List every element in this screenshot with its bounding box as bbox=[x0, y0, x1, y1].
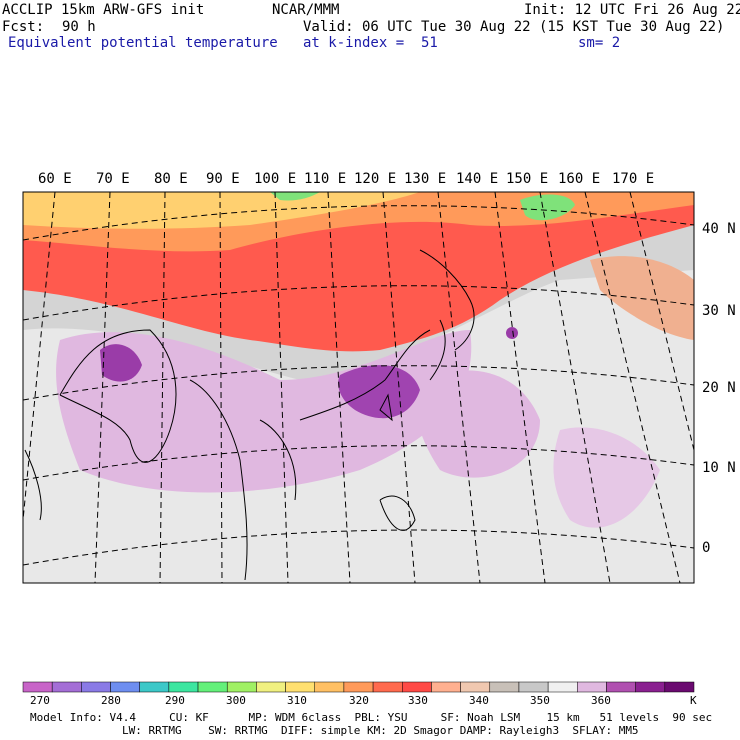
colorbar-swatch bbox=[518, 681, 549, 693]
lon-label: 90 E bbox=[206, 171, 240, 187]
purple-core-pacific bbox=[506, 327, 518, 339]
colorbar-swatch bbox=[372, 681, 403, 693]
colorbar-swatch bbox=[197, 681, 228, 693]
colorbar-tick: 300 bbox=[226, 694, 246, 707]
colorbar-swatch bbox=[139, 681, 170, 693]
colorbar-swatch bbox=[577, 681, 607, 693]
colorbar-swatch bbox=[110, 681, 140, 693]
model-title: ACCLIP 15km ARW-GFS init bbox=[2, 2, 205, 18]
colorbar-tick: 360 bbox=[591, 694, 611, 707]
colorbar-tick: 350 bbox=[530, 694, 550, 707]
lat-label: 0 bbox=[702, 540, 711, 556]
lon-label: 100 E bbox=[254, 171, 297, 187]
colorbar-swatch bbox=[606, 681, 636, 693]
colorbar-tick: 310 bbox=[287, 694, 307, 707]
mid-band bbox=[23, 192, 420, 229]
lon-label: 120 E bbox=[354, 171, 397, 187]
lat-label: 30 N bbox=[702, 303, 736, 319]
colorbar-tick: 330 bbox=[408, 694, 428, 707]
purple-core-china bbox=[338, 365, 420, 419]
green-patch-west bbox=[270, 192, 320, 201]
colorbar-swatch bbox=[547, 681, 578, 693]
lon-label: 70 E bbox=[96, 171, 130, 187]
colorbar-unit: K bbox=[690, 694, 697, 707]
colorbar-swatch bbox=[314, 681, 345, 693]
lat-label: 10 N bbox=[702, 460, 736, 476]
lat-label: 40 N bbox=[702, 221, 736, 237]
colorbar-swatch bbox=[343, 681, 374, 693]
colorbar bbox=[22, 681, 695, 693]
purple-core-india bbox=[100, 344, 142, 382]
colorbar-swatch bbox=[256, 681, 286, 693]
colorbar-swatch bbox=[489, 681, 520, 693]
lon-label: 150 E bbox=[506, 171, 549, 187]
map-frame bbox=[22, 191, 695, 584]
forecast-label: Fcst: bbox=[2, 19, 45, 35]
colorbar-swatch bbox=[22, 681, 53, 693]
field-name: Equivalent potential temperature bbox=[8, 35, 278, 51]
lon-label: 160 E bbox=[558, 171, 601, 187]
colorbar-tick: 320 bbox=[349, 694, 369, 707]
pacific-warm-swirl bbox=[590, 256, 694, 340]
valid-time: Valid: 06 UTC Tue 30 Aug 22 (15 KST Tue … bbox=[303, 19, 725, 35]
forecast-hours: 90 h bbox=[62, 19, 96, 35]
colorbar-tick: 290 bbox=[165, 694, 185, 707]
lon-label: 80 E bbox=[154, 171, 188, 187]
colorbar-swatch bbox=[664, 681, 695, 693]
colorbar-swatch bbox=[460, 681, 491, 693]
colorbar-tick: 280 bbox=[101, 694, 121, 707]
model-info-line-2: LW: RRTMG SW: RRTMG DIFF: simple KM: 2D … bbox=[122, 724, 639, 737]
colorbar-tick: 270 bbox=[30, 694, 50, 707]
colorbar-tick: 340 bbox=[469, 694, 489, 707]
colorbar-swatch bbox=[285, 681, 315, 693]
org-label: NCAR/MMM bbox=[272, 2, 340, 18]
colorbar-swatch bbox=[51, 681, 82, 693]
green-patch-east bbox=[520, 194, 575, 221]
colorbar-swatch bbox=[168, 681, 199, 693]
lilac-field-far-east bbox=[553, 427, 660, 528]
init-time: Init: 12 UTC Fri 26 Aug 22 bbox=[524, 2, 740, 18]
lon-label: 60 E bbox=[38, 171, 72, 187]
lon-label: 140 E bbox=[456, 171, 499, 187]
model-info-line-1: Model Info: V4.4 CU: KF MP: WDM 6class P… bbox=[30, 711, 713, 724]
smoothing: sm= 2 bbox=[578, 35, 621, 51]
lon-label: 110 E bbox=[304, 171, 347, 187]
level-index: at k-index = 51 bbox=[303, 35, 438, 51]
lon-label: 130 E bbox=[404, 171, 447, 187]
colorbar-swatch bbox=[81, 681, 111, 693]
colorbar-swatch bbox=[402, 681, 432, 693]
lat-label: 20 N bbox=[702, 380, 736, 396]
colorbar-swatch bbox=[635, 681, 666, 693]
colorbar-swatch bbox=[226, 681, 257, 693]
lon-label: 170 E bbox=[612, 171, 655, 187]
colorbar-swatch bbox=[431, 681, 461, 693]
lilac-field-east bbox=[416, 370, 540, 478]
